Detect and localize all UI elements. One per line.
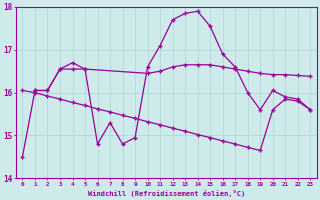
X-axis label: Windchill (Refroidissement éolien,°C): Windchill (Refroidissement éolien,°C)	[88, 190, 245, 197]
